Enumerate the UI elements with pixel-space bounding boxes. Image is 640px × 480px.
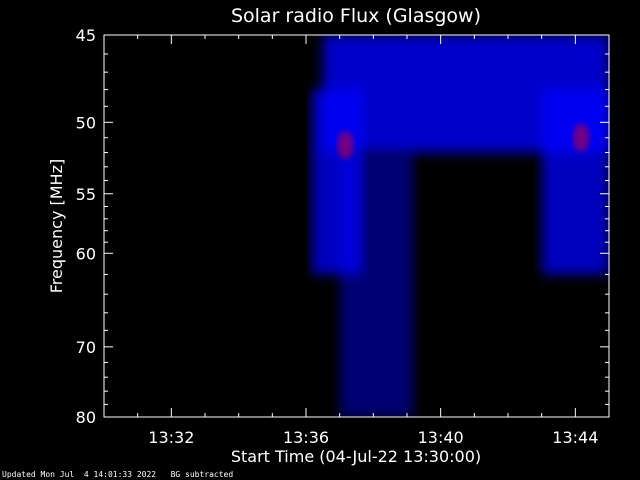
chart-title: Solar radio Flux (Glasgow) [231, 5, 481, 27]
x-axis-label: Start Time (04-Jul-22 13:30:00) [231, 447, 481, 466]
emission-peak-0 [337, 131, 354, 160]
y-tick-label-5: 80 [76, 408, 96, 427]
plot-frame [103, 34, 610, 418]
y-tick-label-4: 70 [76, 338, 96, 357]
x-tick-label-1: 13:36 [283, 428, 329, 447]
x-tick-label-2: 13:40 [418, 428, 464, 447]
y-tick-label-1: 50 [76, 113, 96, 132]
axes-layer: 45 50 55 60 70 80 13:32 13:36 13:40 13:44 [76, 26, 610, 447]
x-tick-label-3: 13:44 [552, 428, 598, 447]
emission-region-3 [339, 152, 413, 417]
y-axis-label: Frequency [MHz] [47, 159, 66, 293]
x-tick-label-0: 13:32 [148, 428, 194, 447]
emission-peak-1 [572, 123, 589, 152]
y-tick-label-2: 55 [76, 185, 96, 204]
emission-region-2 [541, 89, 609, 275]
y-tick-label-3: 60 [76, 244, 96, 263]
y-tick-label-0: 45 [76, 26, 96, 45]
heatmap-layer [104, 35, 609, 417]
update-status: Updated Mon Jul 4 14:01:33 2022 BG subtr… [2, 470, 234, 479]
